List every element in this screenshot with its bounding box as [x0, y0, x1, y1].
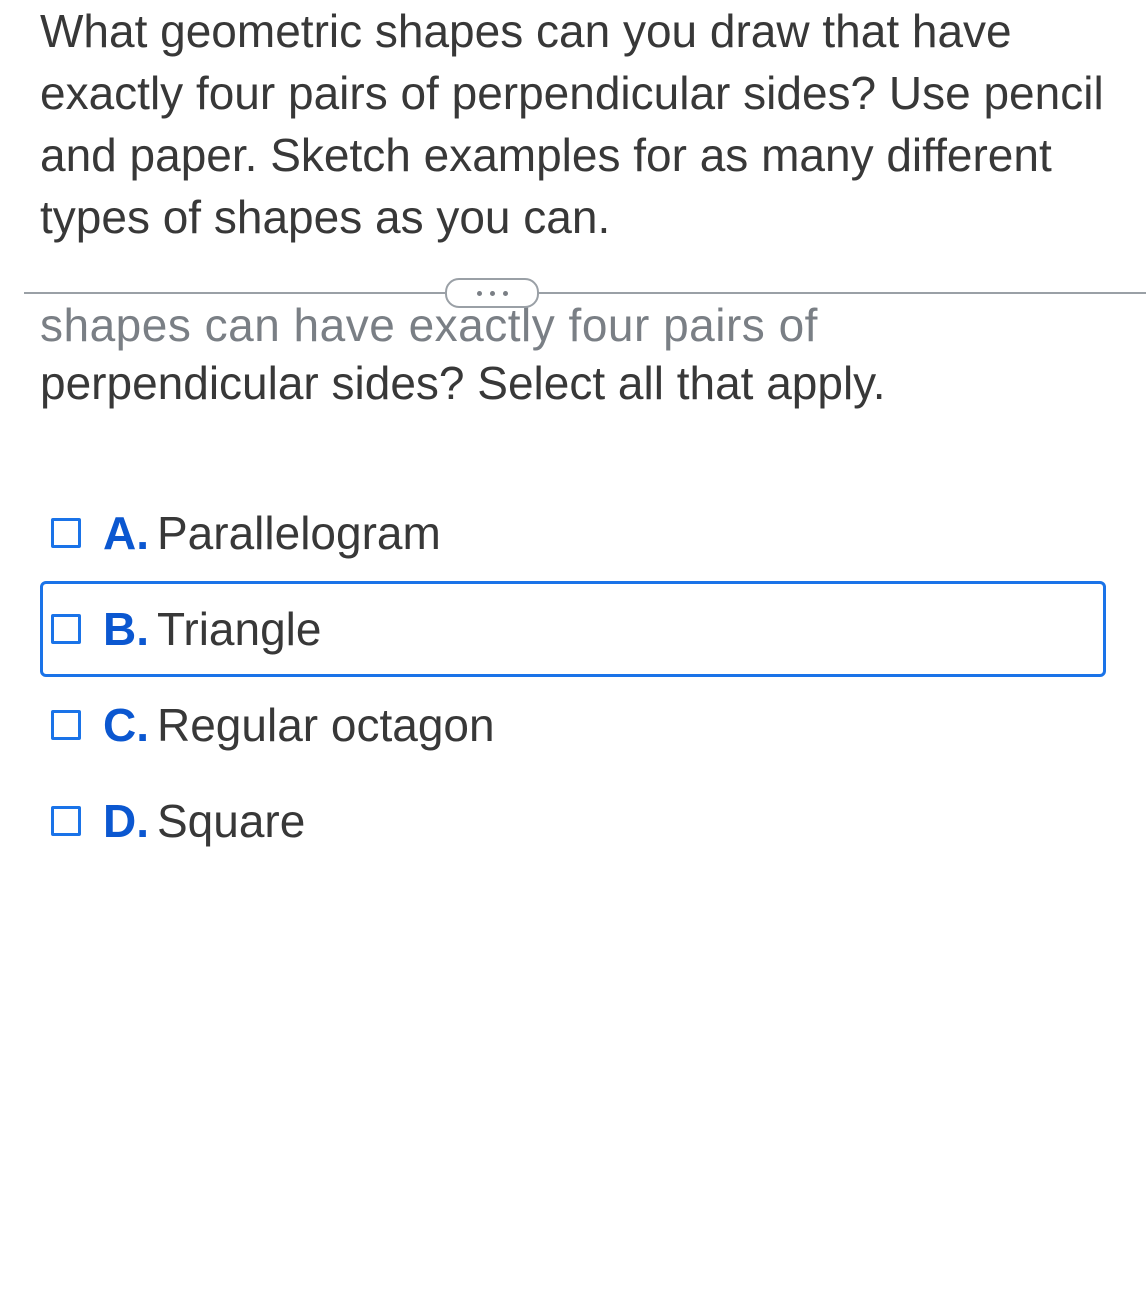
option-text: Regular octagon: [157, 698, 495, 752]
checkbox-icon[interactable]: [51, 614, 81, 644]
question-prompt: What geometric shapes can you draw that …: [0, 0, 1146, 278]
checkbox-icon[interactable]: [51, 518, 81, 548]
option-letter: B.: [103, 602, 149, 656]
divider-line: [24, 292, 1146, 294]
expand-button[interactable]: [445, 278, 539, 308]
option-d[interactable]: D. Square: [40, 773, 1106, 869]
more-horizontal-icon: [503, 291, 508, 296]
option-text: Triangle: [157, 602, 321, 656]
panel-divider: [0, 278, 1146, 306]
checkbox-icon[interactable]: [51, 806, 81, 836]
option-letter: C.: [103, 698, 149, 752]
option-c[interactable]: C. Regular octagon: [40, 677, 1106, 773]
followup-question: perpendicular sides? Select all that app…: [40, 352, 1106, 414]
more-horizontal-icon: [490, 291, 495, 296]
option-a[interactable]: A. Parallelogram: [40, 485, 1106, 581]
option-letter: A.: [103, 506, 149, 560]
option-b[interactable]: B. Triangle: [40, 581, 1106, 677]
option-letter: D.: [103, 794, 149, 848]
option-text: Parallelogram: [157, 506, 441, 560]
more-horizontal-icon: [477, 291, 482, 296]
checkbox-icon[interactable]: [51, 710, 81, 740]
option-text: Square: [157, 794, 305, 848]
options-list: A. Parallelogram B. Triangle C. Regular …: [40, 485, 1106, 869]
answer-panel: shapes can have exactly four pairs of pe…: [0, 294, 1146, 868]
